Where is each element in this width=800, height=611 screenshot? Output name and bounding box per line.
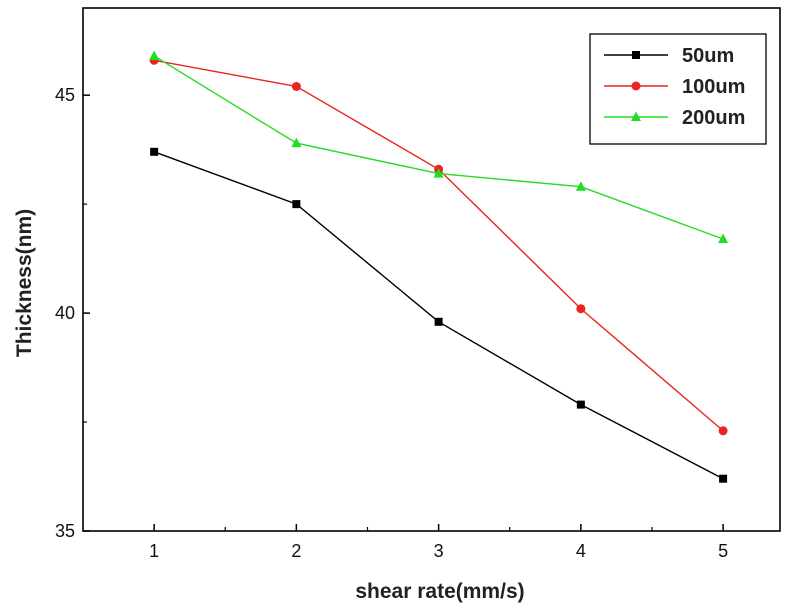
x-tick-label: 4: [576, 541, 586, 561]
x-tick-label: 1: [149, 541, 159, 561]
data-point-200um: [575, 181, 586, 191]
data-point-50um: [576, 400, 585, 409]
series-50um: [150, 147, 728, 483]
series-200um: [149, 50, 729, 243]
x-tick-label: 3: [434, 541, 444, 561]
data-point-200um: [718, 233, 729, 243]
legend-marker-50um: [632, 51, 640, 59]
legend-marker-200um: [631, 111, 641, 121]
y-tick-label: 35: [55, 521, 75, 541]
series-line-50um: [153, 151, 724, 480]
data-point-200um: [433, 168, 444, 178]
data-point-50um: [719, 474, 728, 483]
legend-label-100um: 100um: [682, 76, 745, 98]
data-point-100um: [576, 304, 586, 314]
data-point-50um: [150, 147, 159, 156]
data-point-200um: [149, 50, 160, 60]
legend: 50um 100um 200um: [589, 33, 767, 145]
legend-label-200um: 200um: [682, 107, 745, 129]
y-axis-title: Thickness(nm): [13, 209, 36, 357]
data-point-200um: [291, 137, 302, 148]
x-axis-title: shear rate(mm/s): [355, 580, 524, 603]
data-point-100um: [291, 81, 301, 91]
x-tick-label: 2: [291, 541, 301, 561]
legend-marker-100um: [631, 81, 641, 91]
plot-frame: [82, 7, 781, 532]
y-tick-label: 40: [55, 303, 75, 323]
data-point-100um: [718, 426, 728, 436]
data-point-50um: [292, 200, 301, 209]
legend-label-50um: 50um: [682, 45, 734, 67]
y-tick-label: 45: [55, 85, 75, 105]
legend-box: [589, 33, 767, 145]
data-point-50um: [434, 317, 443, 326]
x-tick-label: 5: [718, 541, 728, 561]
series-group: [149, 50, 729, 483]
